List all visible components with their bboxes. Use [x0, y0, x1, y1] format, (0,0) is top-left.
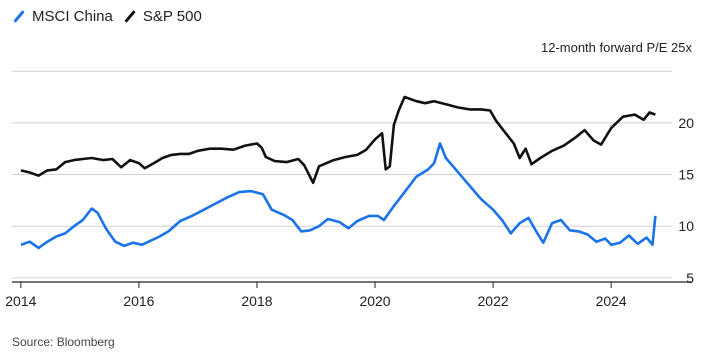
- source-note: Source: Bloomberg: [12, 335, 115, 349]
- legend-swatch-msci-china: [13, 10, 25, 23]
- x-tick-label-2016: 2016: [123, 293, 154, 309]
- series-lines: [20, 95, 657, 250]
- legend: MSCI China S&P 500: [12, 8, 212, 25]
- legend-swatch-sp500: [124, 10, 136, 23]
- x-tick-label-2024: 2024: [596, 293, 627, 309]
- x-tick-label-2022: 2022: [478, 293, 509, 309]
- series-line-msci-china: [20, 142, 657, 250]
- legend-item-sp500: S&P 500: [123, 8, 202, 25]
- legend-label-sp500: S&P 500: [142, 8, 202, 25]
- gridlines: [12, 70, 672, 279]
- y-tick-label-20: 20: [678, 115, 694, 131]
- y-tick-label-5: 5: [686, 270, 694, 286]
- legend-item-msci-china: MSCI China: [12, 8, 113, 25]
- y-tick-label-15: 15: [678, 167, 694, 183]
- series-line-s-p-500: [20, 95, 656, 185]
- y-axis-ticks: 5 10 15 20: [678, 115, 694, 286]
- y-tick-label-10: 10: [678, 218, 694, 234]
- x-tick-label-2018: 2018: [241, 293, 272, 309]
- legend-label-msci-china: MSCI China: [32, 8, 113, 25]
- x-tick-label-2014: 2014: [5, 293, 36, 309]
- x-axis: 2014 2016 2018 2020 2022 2024: [5, 281, 692, 309]
- y-axis-unit-label: 12-month forward P/E 25x: [540, 40, 692, 55]
- x-tick-label-2020: 2020: [359, 293, 390, 309]
